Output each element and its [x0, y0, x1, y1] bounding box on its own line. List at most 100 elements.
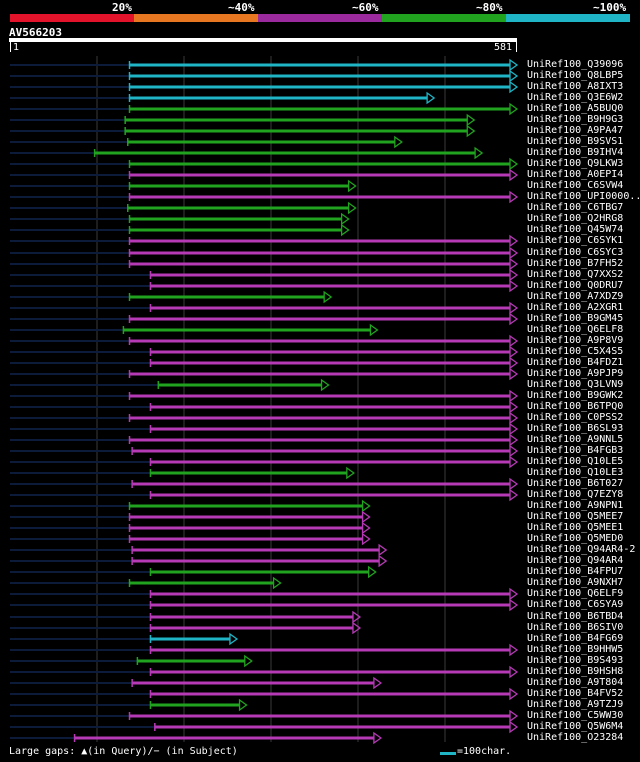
hit-label[interactable]: UniRef100_B9H9G3 [527, 114, 624, 125]
hit-label[interactable]: UniRef100_B6SIV0 [527, 622, 624, 633]
hit-arrow [509, 345, 519, 359]
hit-label[interactable]: UniRef100_B6SL93 [527, 423, 624, 434]
hit-label[interactable]: UniRef100_B9S493 [527, 655, 624, 666]
hit-arrow [509, 665, 519, 679]
hit-label[interactable]: UniRef100_Q5MED0 [527, 533, 624, 544]
hit-label[interactable]: UniRef100_Q10LE5 [527, 456, 624, 467]
hit-arrow [509, 477, 519, 491]
hit-label[interactable]: UniRef100_A9NPN1 [527, 500, 624, 511]
hit-arrow [474, 146, 484, 160]
legend-scale: =100char. [457, 746, 512, 757]
percent-label-60: ~60% [352, 1, 379, 14]
hit-label[interactable]: UniRef100_A9NXH7 [527, 577, 624, 588]
query-id: AV566203 [9, 26, 62, 39]
hit-arrow [466, 113, 476, 127]
hit-label[interactable]: UniRef100_C5X4S5 [527, 346, 624, 357]
query-bar [9, 38, 517, 42]
hit-arrow [509, 257, 519, 271]
hit-label[interactable]: UniRef100_C5WW30 [527, 710, 624, 721]
hit-label[interactable]: UniRef100_Q9LKW3 [527, 158, 624, 169]
hit-label[interactable]: UniRef100_A9T804 [527, 677, 624, 688]
hit-arrow [361, 499, 371, 513]
hit-label[interactable]: UniRef100_B9GWK2 [527, 390, 624, 401]
hit-label[interactable]: UniRef100_Q5W6M4 [527, 721, 624, 732]
hit-label[interactable]: UniRef100_A9PA47 [527, 125, 624, 136]
hit-label[interactable]: UniRef100_A9PJP9 [527, 368, 624, 379]
hit-arrow [509, 455, 519, 469]
hit-label[interactable]: UniRef100_B9HHW5 [527, 644, 624, 655]
hit-arrow [509, 246, 519, 260]
hit-arrow [509, 80, 519, 94]
hit-label[interactable]: UniRef100_B6TBD4 [527, 611, 624, 622]
hit-label[interactable]: UniRef100_B7FH52 [527, 258, 624, 269]
hit-label[interactable]: UniRef100_Q39096 [527, 59, 624, 70]
ruler-tick-end [516, 42, 517, 52]
hit-arrow [373, 731, 383, 745]
hit-label[interactable]: UniRef100_A9P8V9 [527, 335, 624, 346]
hit-label[interactable]: UniRef100_Q5MEE1 [527, 522, 624, 533]
hit-label[interactable]: UniRef100_Q6ELF9 [527, 588, 624, 599]
hit-label[interactable]: UniRef100_A5BUQ0 [527, 103, 624, 114]
hit-label[interactable]: UniRef100_Q2HRG8 [527, 213, 624, 224]
hit-arrow [509, 301, 519, 315]
hit-label[interactable]: UniRef100_C0PSS2 [527, 412, 624, 423]
hit-arrow [509, 598, 519, 612]
hit-label[interactable]: UniRef100_B9HSH8 [527, 666, 624, 677]
hit-arrow [509, 190, 519, 204]
hit-label[interactable]: UniRef100_A9TZJ9 [527, 699, 624, 710]
ruler-tick-start [10, 42, 11, 52]
hit-label[interactable]: UniRef100_B9SVS1 [527, 136, 624, 147]
hit-arrow [352, 610, 362, 624]
hit-label[interactable]: UniRef100_Q3LVN9 [527, 379, 624, 390]
hit-label[interactable]: UniRef100_C6SYK1 [527, 235, 624, 246]
hit-arrow [394, 135, 403, 149]
hit-arrow [368, 565, 377, 579]
hit-label[interactable]: UniRef100_C6TBG7 [527, 202, 624, 213]
hit-label[interactable]: UniRef100_Q94AR4 [527, 555, 624, 566]
hit-arrow [369, 323, 379, 337]
hit-arrow [320, 378, 330, 392]
hit-arrow [509, 643, 519, 657]
identity-band-cyan [506, 14, 630, 22]
hit-label[interactable]: UniRef100_Q5MEE7 [527, 511, 624, 522]
hit-label[interactable]: UniRef100_A7XDZ9 [527, 291, 624, 302]
hit-label[interactable]: UniRef100_B9GM45 [527, 313, 624, 324]
hit-arrow [347, 179, 357, 193]
hit-label[interactable]: UniRef100_Q6ELF8 [527, 324, 624, 335]
hit-arrow [340, 212, 350, 226]
hit-label[interactable]: UniRef100_B6TPQ0 [527, 401, 624, 412]
hit-label[interactable]: UniRef100_C6SYC3 [527, 247, 624, 258]
hit-label[interactable]: UniRef100_C6SYA9 [527, 599, 624, 610]
hit-label[interactable]: UniRef100_B4FPU7 [527, 566, 624, 577]
hit-label[interactable]: UniRef100_A9NNL5 [527, 434, 624, 445]
hit-arrow [509, 422, 519, 436]
percent-label-80: ~80% [476, 1, 503, 14]
hit-label[interactable]: UniRef100_UPI0000.. [527, 191, 640, 202]
hit-label[interactable]: UniRef100_Q10LE3 [527, 467, 624, 478]
hit-arrow [244, 654, 253, 668]
hit-label[interactable]: UniRef100_C6SVW4 [527, 180, 624, 191]
legend-gaps: Large gaps: ▲(in Query)/− (in Subject) [9, 746, 238, 757]
hit-label[interactable]: UniRef100_Q8LBP5 [527, 70, 624, 81]
hit-arrow [509, 687, 519, 701]
hit-label[interactable]: UniRef100_A8IXT3 [527, 81, 624, 92]
hit-label[interactable]: UniRef100_A0EPI4 [527, 169, 624, 180]
hit-label[interactable]: UniRef100_Q3E6W2 [527, 92, 624, 103]
hit-label[interactable]: UniRef100_Q7EZY8 [527, 489, 624, 500]
hit-label[interactable]: UniRef100_A2XGR1 [527, 302, 624, 313]
hit-label[interactable]: UniRef100_O23284 [527, 732, 624, 743]
hit-label[interactable]: UniRef100_Q0DRU7 [527, 280, 624, 291]
hit-label[interactable]: UniRef100_B9IHV4 [527, 147, 624, 158]
hit-arrow [378, 554, 388, 568]
hit-label[interactable]: UniRef100_B4FDZ1 [527, 357, 624, 368]
hit-label[interactable]: UniRef100_Q45W74 [527, 224, 624, 235]
hit-arrow [272, 576, 282, 590]
hit-label[interactable]: UniRef100_B6T027 [527, 478, 624, 489]
hit-label[interactable]: UniRef100_B4FG69 [527, 633, 624, 644]
hit-label[interactable]: UniRef100_Q7XXS2 [527, 269, 624, 280]
identity-band-orange [134, 14, 258, 22]
hit-arrow [509, 488, 519, 502]
hit-label[interactable]: UniRef100_B4FV52 [527, 688, 624, 699]
hit-label[interactable]: UniRef100_Q94AR4-2 [527, 544, 636, 555]
hit-label[interactable]: UniRef100_B4FGB3 [527, 445, 624, 456]
